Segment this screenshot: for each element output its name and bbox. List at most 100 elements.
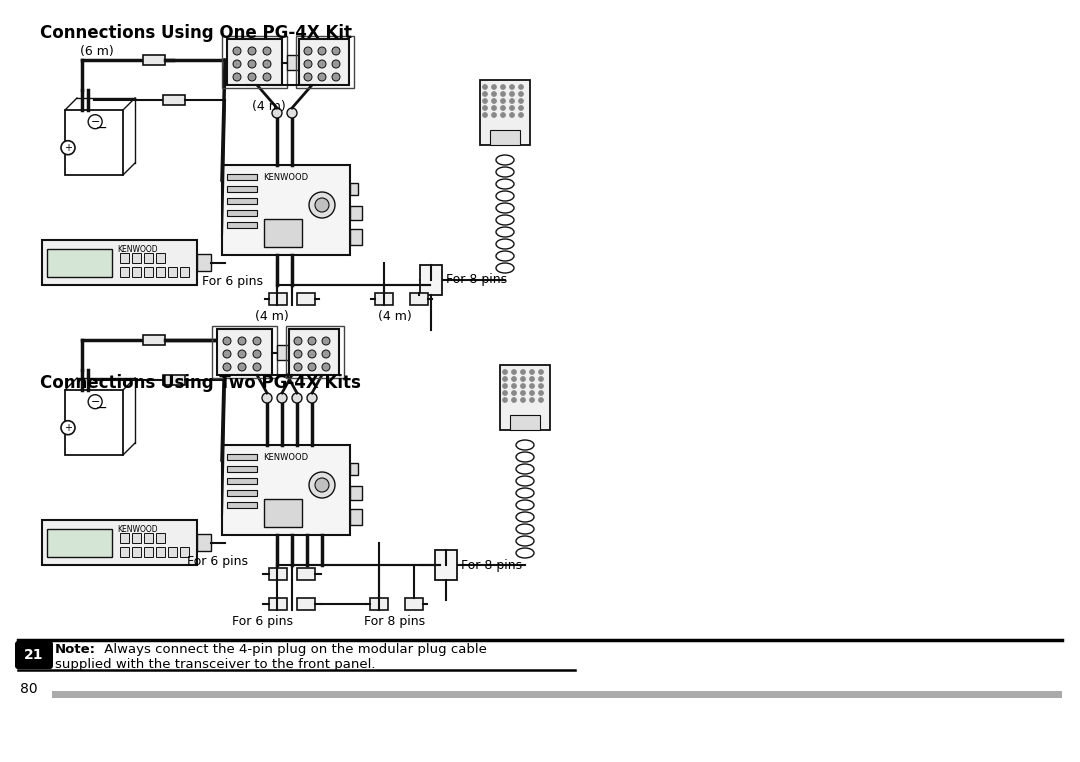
Text: −: − xyxy=(91,397,99,407)
Circle shape xyxy=(322,350,330,358)
Circle shape xyxy=(529,370,535,374)
Circle shape xyxy=(510,105,514,110)
Circle shape xyxy=(253,363,261,371)
Circle shape xyxy=(89,115,103,129)
Circle shape xyxy=(332,73,340,81)
Bar xyxy=(227,502,257,508)
Text: KENWOOD: KENWOOD xyxy=(264,173,309,182)
Text: supplied with the transceiver to the front panel.: supplied with the transceiver to the fro… xyxy=(55,658,376,671)
Circle shape xyxy=(502,370,508,374)
Circle shape xyxy=(308,350,316,358)
Bar xyxy=(144,547,153,557)
Bar xyxy=(480,80,530,145)
Circle shape xyxy=(521,376,526,382)
Circle shape xyxy=(539,370,543,374)
Circle shape xyxy=(238,350,246,358)
Circle shape xyxy=(303,60,312,68)
Bar xyxy=(144,267,153,277)
Text: 21: 21 xyxy=(24,648,44,662)
Bar xyxy=(370,598,388,610)
Circle shape xyxy=(518,113,524,117)
Circle shape xyxy=(315,478,329,492)
Bar xyxy=(222,165,350,255)
Circle shape xyxy=(264,47,271,55)
Bar xyxy=(48,249,112,277)
Bar xyxy=(227,186,257,192)
Bar xyxy=(156,547,165,557)
Bar xyxy=(299,39,349,85)
Circle shape xyxy=(500,105,505,110)
Text: +: + xyxy=(64,142,72,152)
Circle shape xyxy=(272,108,282,118)
Circle shape xyxy=(502,390,508,395)
Bar xyxy=(227,222,257,228)
Circle shape xyxy=(502,383,508,389)
Bar xyxy=(132,547,141,557)
Bar xyxy=(289,329,339,375)
Circle shape xyxy=(512,390,516,395)
Bar xyxy=(227,454,257,460)
Circle shape xyxy=(322,337,330,345)
Circle shape xyxy=(238,337,246,345)
Circle shape xyxy=(529,383,535,389)
Circle shape xyxy=(483,85,487,89)
Bar xyxy=(217,329,272,375)
Bar xyxy=(144,533,153,543)
Bar xyxy=(65,110,123,175)
Circle shape xyxy=(233,47,241,55)
Circle shape xyxy=(500,91,505,97)
Circle shape xyxy=(287,108,297,118)
Bar xyxy=(410,293,428,305)
Bar xyxy=(405,598,423,610)
Bar xyxy=(227,478,257,484)
Bar xyxy=(156,533,165,543)
Text: KENWOOD: KENWOOD xyxy=(117,525,158,534)
Bar xyxy=(375,293,393,305)
Bar xyxy=(287,55,299,70)
Circle shape xyxy=(512,398,516,402)
Circle shape xyxy=(510,85,514,89)
Circle shape xyxy=(222,363,231,371)
Circle shape xyxy=(483,105,487,110)
Bar xyxy=(500,365,550,430)
Bar xyxy=(490,130,519,145)
Bar xyxy=(42,240,197,285)
Circle shape xyxy=(294,337,302,345)
Text: KENWOOD: KENWOOD xyxy=(264,453,309,462)
Bar xyxy=(276,345,289,360)
Bar xyxy=(144,253,153,263)
Circle shape xyxy=(502,376,508,382)
Circle shape xyxy=(276,393,287,403)
Bar xyxy=(350,486,362,500)
Circle shape xyxy=(322,363,330,371)
Circle shape xyxy=(264,60,271,68)
Text: For 6 pins: For 6 pins xyxy=(202,275,264,288)
Circle shape xyxy=(60,141,75,155)
Circle shape xyxy=(253,350,261,358)
Circle shape xyxy=(500,98,505,104)
Circle shape xyxy=(529,376,535,382)
Circle shape xyxy=(303,47,312,55)
Bar xyxy=(297,293,315,305)
Circle shape xyxy=(248,60,256,68)
Circle shape xyxy=(491,91,497,97)
Bar xyxy=(297,568,315,580)
Circle shape xyxy=(521,398,526,402)
Circle shape xyxy=(529,390,535,395)
Circle shape xyxy=(294,363,302,371)
Circle shape xyxy=(294,350,302,358)
Circle shape xyxy=(483,91,487,97)
Circle shape xyxy=(264,73,271,81)
Bar xyxy=(350,229,362,245)
Circle shape xyxy=(308,363,316,371)
Circle shape xyxy=(491,98,497,104)
Circle shape xyxy=(233,60,241,68)
Circle shape xyxy=(222,337,231,345)
Bar xyxy=(269,598,287,610)
Text: For 6 pins: For 6 pins xyxy=(187,555,248,568)
Text: (4 m): (4 m) xyxy=(255,310,288,323)
Circle shape xyxy=(502,398,508,402)
Bar xyxy=(227,490,257,496)
Bar xyxy=(120,267,129,277)
Text: Connections Using One PG-4X Kit: Connections Using One PG-4X Kit xyxy=(40,24,352,42)
